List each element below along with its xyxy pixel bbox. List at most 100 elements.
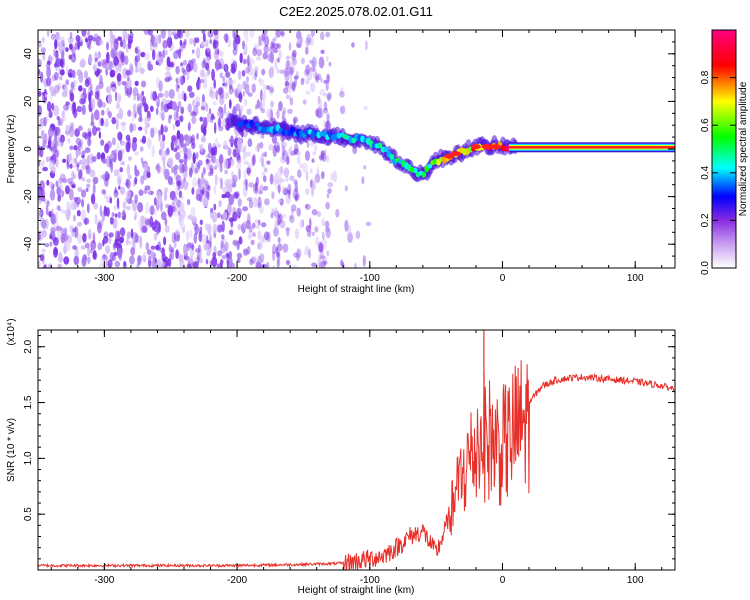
noise-blob <box>305 90 311 95</box>
noise-blob <box>100 117 104 127</box>
noise-blob <box>72 245 77 250</box>
noise-blob <box>315 236 320 247</box>
noise-blob <box>82 233 87 243</box>
noise-blob <box>83 217 90 225</box>
noise-blob <box>296 207 301 217</box>
noise-blob <box>261 92 266 101</box>
noise-blob <box>326 193 330 199</box>
noise-blob <box>198 230 203 242</box>
noise-blob <box>211 256 218 268</box>
noise-blob <box>296 30 302 40</box>
noise-blob <box>68 188 74 201</box>
noise-blob <box>108 232 114 238</box>
noise-blob <box>164 77 171 83</box>
noise-blob <box>269 84 274 96</box>
noise-blob <box>195 47 201 59</box>
noise-blob <box>206 250 211 257</box>
noise-blob <box>57 205 61 212</box>
noise-blob <box>266 261 270 268</box>
colorbar-tick-label: 0.0 <box>700 261 711 275</box>
noise-blob <box>274 216 280 223</box>
noise-blob <box>126 75 130 82</box>
noise-blob <box>308 248 311 259</box>
noise-blob <box>49 146 53 151</box>
noise-blob <box>124 55 129 66</box>
noise-blob <box>263 44 269 54</box>
noise-blob <box>288 66 294 76</box>
noise-blob <box>200 41 205 48</box>
noise-blob <box>50 85 55 97</box>
noise-blob <box>210 90 216 100</box>
noise-blob <box>120 121 127 127</box>
noise-blob <box>40 129 45 141</box>
noise-blob <box>311 158 315 163</box>
noise-blob <box>89 90 94 96</box>
noise-blob <box>180 140 184 148</box>
noise-blob <box>289 145 293 154</box>
noise-blob <box>326 113 330 122</box>
noise-blob <box>101 189 106 195</box>
x-tick-label: 0 <box>500 273 506 284</box>
noise-blob <box>300 36 303 44</box>
noise-blob <box>224 63 228 71</box>
noise-blob <box>191 111 197 116</box>
noise-blob <box>141 254 147 262</box>
noise-blob <box>109 69 116 78</box>
noise-blob <box>123 32 129 38</box>
noise-blob <box>302 162 308 173</box>
noise-blob <box>186 148 192 161</box>
noise-blob <box>148 255 152 267</box>
noise-blob <box>71 69 76 79</box>
noise-blob <box>134 47 139 54</box>
noise-blob <box>255 145 260 152</box>
noise-blob <box>171 195 178 202</box>
noise-blob <box>134 80 139 87</box>
noise-blob <box>261 234 264 243</box>
ridge-blob <box>383 146 389 153</box>
noise-blob <box>92 250 97 260</box>
noise-blob <box>87 228 92 240</box>
noise-blob <box>98 131 102 139</box>
noise-blob <box>323 120 326 129</box>
noise-blob <box>271 191 275 200</box>
noise-blob <box>175 77 179 83</box>
noise-blob <box>51 208 55 215</box>
noise-blob <box>327 188 332 194</box>
noise-blob <box>192 261 199 268</box>
noise-blob <box>252 47 257 57</box>
noise-blob <box>148 189 151 196</box>
noise-blob <box>210 207 214 213</box>
noise-blob <box>242 206 249 212</box>
noise-blob <box>40 47 46 54</box>
noise-blob <box>217 250 223 257</box>
x-tick-label: 100 <box>627 273 644 284</box>
noise-blob <box>296 39 302 49</box>
noise-blob <box>267 52 271 62</box>
noise-blob <box>277 198 283 203</box>
noise-blob <box>365 40 368 51</box>
noise-blob <box>162 134 166 142</box>
noise-blob <box>177 92 181 101</box>
noise-blob <box>223 140 228 149</box>
noise-blob <box>38 58 42 68</box>
noise-blob <box>209 35 212 44</box>
noise-blob <box>224 78 229 89</box>
noise-blob <box>95 72 100 78</box>
noise-blob <box>318 56 325 69</box>
noise-blob <box>326 250 330 257</box>
noise-blob <box>164 90 170 98</box>
x-tick-label: -100 <box>360 273 380 284</box>
noise-blob <box>254 182 258 192</box>
noise-blob <box>172 123 176 131</box>
noise-blob <box>159 139 165 151</box>
noise-blob <box>293 148 299 155</box>
noise-blob <box>223 158 229 170</box>
noise-blob <box>242 90 246 97</box>
noise-blob <box>262 185 269 191</box>
noise-blob <box>292 49 297 58</box>
noise-blob <box>156 162 161 174</box>
noise-blob <box>207 69 211 75</box>
noise-blob <box>84 78 90 88</box>
noise-blob <box>178 190 183 198</box>
